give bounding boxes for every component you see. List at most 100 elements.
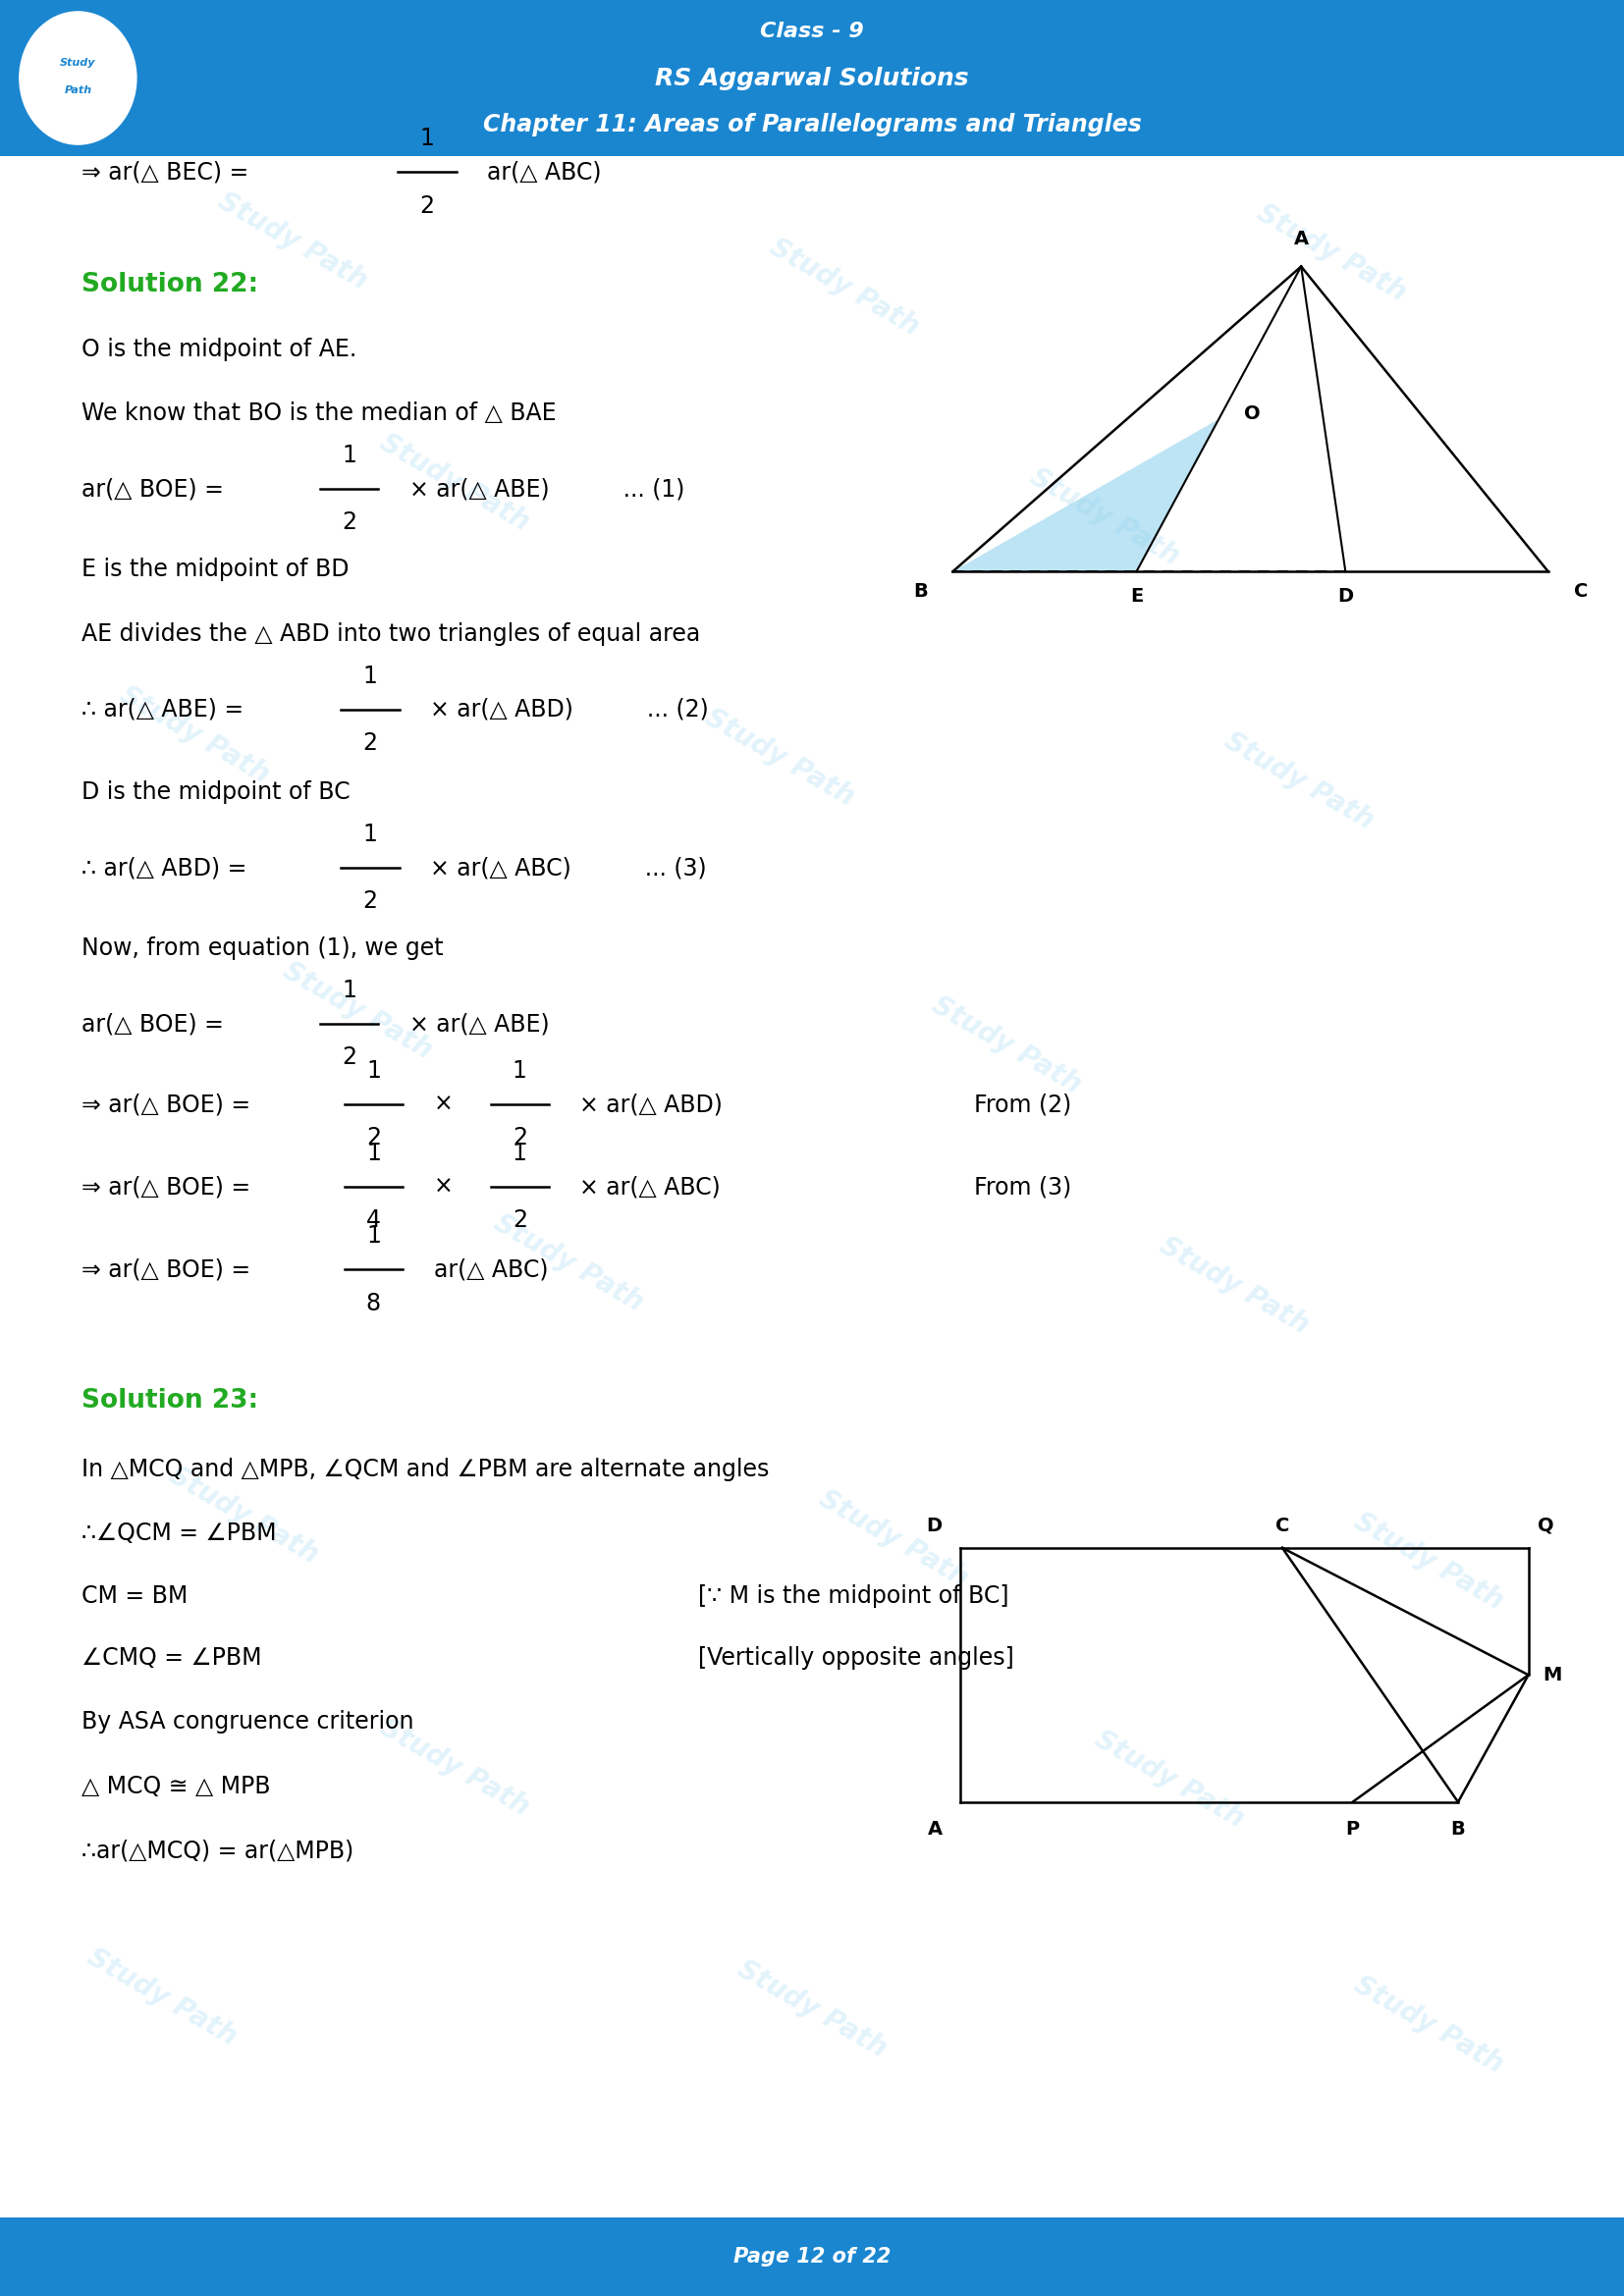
Text: Study Path: Study Path	[1350, 1972, 1509, 2078]
Text: × ar(△ ABD): × ar(△ ABD)	[580, 1093, 723, 1116]
Text: 2: 2	[512, 1208, 528, 1233]
Text: AE divides the △ ABD into two triangles of equal area: AE divides the △ ABD into two triangles …	[81, 622, 700, 645]
Text: ⇒ ar(△ BOE) =: ⇒ ar(△ BOE) =	[81, 1093, 258, 1116]
Text: ×: ×	[434, 1176, 453, 1199]
Text: ar(△ ABC): ar(△ ABC)	[487, 161, 601, 184]
Text: Study Path: Study Path	[1252, 200, 1411, 305]
Text: We know that BO is the median of △ BAE: We know that BO is the median of △ BAE	[81, 402, 555, 425]
Text: D: D	[1338, 588, 1353, 606]
Text: Study Path: Study Path	[1025, 464, 1184, 569]
Text: 1: 1	[421, 126, 434, 152]
Text: RS Aggarwal Solutions: RS Aggarwal Solutions	[654, 67, 970, 90]
Text: B: B	[1450, 1821, 1465, 1839]
Polygon shape	[953, 418, 1218, 572]
Text: 2: 2	[365, 1125, 382, 1150]
Text: ∴ ar(△ ABD) =: ∴ ar(△ ABD) =	[81, 856, 253, 879]
Text: 1: 1	[343, 978, 356, 1003]
Text: Study Path: Study Path	[1350, 1508, 1509, 1614]
Text: [Vertically opposite angles]: [Vertically opposite angles]	[698, 1646, 1015, 1669]
Text: Study Path: Study Path	[1155, 1233, 1314, 1339]
Text: CM = BM: CM = BM	[81, 1584, 187, 1607]
Text: Q: Q	[1538, 1515, 1554, 1536]
Text: Study Path: Study Path	[375, 1715, 534, 1821]
Text: Study: Study	[60, 57, 96, 67]
Text: ⇒ ar(△ BEC) =: ⇒ ar(△ BEC) =	[81, 161, 255, 184]
Text: O is the midpoint of AE.: O is the midpoint of AE.	[81, 338, 356, 360]
Text: × ar(△ ABE)          ... (1): × ar(△ ABE) ... (1)	[409, 478, 685, 501]
Text: △ MCQ ≅ △ MPB: △ MCQ ≅ △ MPB	[81, 1775, 270, 1798]
Text: Page 12 of 22: Page 12 of 22	[734, 2248, 890, 2266]
Text: A: A	[927, 1821, 942, 1839]
Text: 1: 1	[343, 443, 356, 468]
Text: 2: 2	[341, 510, 357, 535]
Text: Now, from equation (1), we get: Now, from equation (1), we get	[81, 937, 443, 960]
Text: × ar(△ ABC)          ... (3): × ar(△ ABC) ... (3)	[430, 856, 706, 879]
Text: ⇒ ar(△ BOE) =: ⇒ ar(△ BOE) =	[81, 1176, 258, 1199]
Text: E is the midpoint of BD: E is the midpoint of BD	[81, 558, 349, 581]
Text: ∠CMQ = ∠PBM: ∠CMQ = ∠PBM	[81, 1646, 261, 1669]
Text: 1: 1	[367, 1058, 380, 1084]
Text: 2: 2	[362, 891, 378, 914]
Text: 2: 2	[341, 1047, 357, 1070]
Text: ar(△ BOE) =: ar(△ BOE) =	[81, 478, 231, 501]
Text: Path: Path	[63, 85, 93, 96]
Text: ∴ ar(△ ABE) =: ∴ ar(△ ABE) =	[81, 698, 250, 721]
Text: Solution 22:: Solution 22:	[81, 271, 258, 298]
Text: 2: 2	[512, 1125, 528, 1150]
Text: ar(△ BOE) =: ar(△ BOE) =	[81, 1013, 231, 1035]
Bar	[0, 0, 1624, 156]
Text: 2: 2	[362, 732, 378, 755]
Text: Chapter 11: Areas of Parallelograms and Triangles: Chapter 11: Areas of Parallelograms and …	[482, 113, 1142, 138]
Text: 1: 1	[513, 1058, 526, 1084]
Text: B: B	[913, 581, 927, 599]
Text: Solution 23:: Solution 23:	[81, 1387, 258, 1414]
Text: Study Path: Study Path	[1090, 1727, 1249, 1832]
Text: 1: 1	[513, 1141, 526, 1166]
Ellipse shape	[19, 11, 136, 145]
Text: C: C	[1574, 581, 1588, 599]
Text: D: D	[927, 1515, 942, 1536]
Text: O: O	[1244, 404, 1260, 422]
Text: ×: ×	[434, 1093, 453, 1116]
Text: ∴∠QCM = ∠PBM: ∴∠QCM = ∠PBM	[81, 1522, 276, 1545]
Text: D is the midpoint of BC: D is the midpoint of BC	[81, 781, 349, 804]
Text: Study Path: Study Path	[164, 1463, 323, 1568]
Text: E: E	[1130, 588, 1143, 606]
Text: Study Path: Study Path	[732, 1956, 892, 2062]
Text: C: C	[1275, 1515, 1289, 1536]
Text: × ar(△ ABD)          ... (2): × ar(△ ABD) ... (2)	[430, 698, 710, 721]
Text: P: P	[1346, 1821, 1359, 1839]
Text: Study Path: Study Path	[375, 429, 534, 535]
Text: From (3): From (3)	[974, 1176, 1072, 1199]
Text: Study Path: Study Path	[927, 992, 1086, 1097]
Text: ∴ar(△MCQ) = ar(△MPB): ∴ar(△MCQ) = ar(△MPB)	[81, 1839, 354, 1862]
Text: By ASA congruence criterion: By ASA congruence criterion	[81, 1711, 414, 1733]
Text: 1: 1	[367, 1224, 380, 1249]
Text: From (2): From (2)	[974, 1093, 1072, 1116]
Text: Study Path: Study Path	[765, 234, 924, 340]
Text: Study Path: Study Path	[700, 705, 859, 810]
Text: [∵ M is the midpoint of BC]: [∵ M is the midpoint of BC]	[698, 1584, 1009, 1607]
Text: 1: 1	[367, 1141, 380, 1166]
Text: A: A	[1294, 230, 1309, 248]
Text: Study Path: Study Path	[115, 682, 274, 788]
Text: Study Path: Study Path	[1220, 728, 1379, 833]
Text: Study Path: Study Path	[278, 957, 437, 1063]
Bar	[0, 2218, 1624, 2296]
Text: 4: 4	[365, 1208, 382, 1233]
Text: 1: 1	[364, 822, 377, 847]
Text: × ar(△ ABC): × ar(△ ABC)	[580, 1176, 721, 1199]
Text: Study Path: Study Path	[814, 1486, 973, 1591]
Text: Study Path: Study Path	[83, 1945, 242, 2050]
Text: × ar(△ ABE): × ar(△ ABE)	[409, 1013, 549, 1035]
Text: Study Path: Study Path	[489, 1210, 648, 1316]
Text: Class - 9: Class - 9	[760, 21, 864, 41]
Text: 1: 1	[364, 664, 377, 689]
Text: 8: 8	[365, 1290, 382, 1316]
Text: Study Path: Study Path	[213, 188, 372, 294]
Text: ar(△ ABC): ar(△ ABC)	[434, 1258, 547, 1281]
Text: In △MCQ and △MPB, ∠QCM and ∠PBM are alternate angles: In △MCQ and △MPB, ∠QCM and ∠PBM are alte…	[81, 1458, 768, 1481]
Text: 2: 2	[419, 193, 435, 218]
Text: ⇒ ar(△ BOE) =: ⇒ ar(△ BOE) =	[81, 1258, 258, 1281]
Text: M: M	[1543, 1665, 1562, 1685]
